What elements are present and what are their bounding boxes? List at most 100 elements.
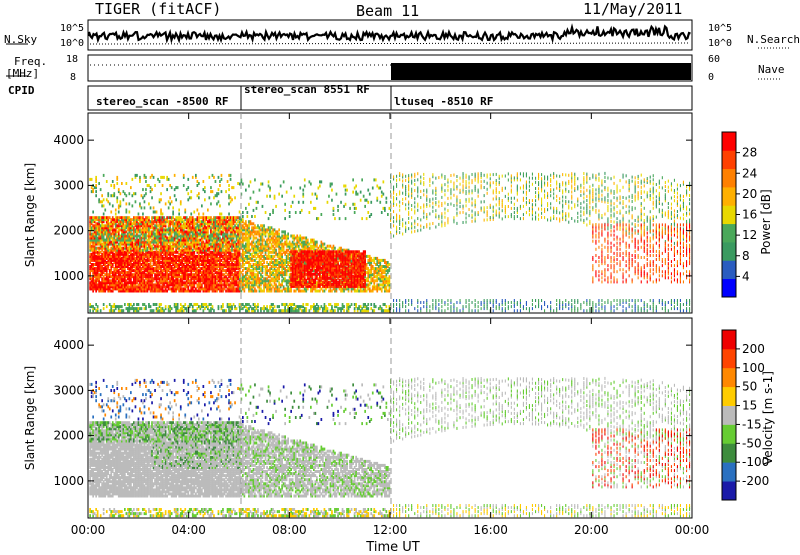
data-cell [225, 190, 227, 193]
data-cell [244, 233, 246, 236]
data-cell [133, 192, 135, 195]
data-cell [253, 259, 255, 262]
data-cell [168, 200, 170, 203]
data-cell [293, 250, 295, 253]
data-cell [91, 233, 93, 236]
data-cell [213, 309, 215, 312]
data-cell [197, 184, 199, 187]
data-cell [207, 253, 209, 256]
data-cell [150, 241, 152, 244]
data-cell [197, 290, 199, 293]
data-cell [228, 184, 230, 187]
data-cell [175, 186, 177, 189]
data-cell [200, 216, 202, 219]
data-cell [116, 216, 118, 219]
data-cell [301, 290, 303, 293]
data-cell [224, 245, 226, 248]
data-cell [250, 220, 252, 223]
cpid-panel [88, 86, 692, 110]
data-cell [104, 273, 106, 276]
data-cell [187, 186, 189, 189]
data-cell [274, 305, 276, 308]
data-cell [116, 182, 118, 185]
data-cell [159, 198, 161, 201]
data-cell [262, 279, 264, 282]
data-cell [236, 307, 238, 310]
data-cell [247, 211, 249, 214]
data-cell [283, 309, 285, 312]
data-cell [287, 285, 289, 288]
data-cell [121, 216, 123, 219]
data-cell [272, 303, 274, 306]
data-cell [126, 271, 128, 274]
data-cell [145, 259, 147, 262]
data-cell [154, 303, 156, 306]
data-cell [260, 233, 262, 236]
data-cell [109, 269, 111, 272]
data-cell [151, 174, 153, 177]
data-cell [106, 198, 108, 201]
data-cell [260, 243, 262, 246]
data-cell [190, 235, 192, 238]
data-cell [142, 196, 144, 199]
data-cell [290, 250, 292, 253]
data-cell [171, 287, 173, 290]
data-cell [299, 187, 301, 190]
data-cell [244, 226, 246, 229]
data-cell [151, 188, 153, 191]
data-cell [221, 263, 223, 266]
data-cell [113, 228, 115, 231]
data-cell [256, 290, 258, 293]
data-cell [180, 249, 182, 252]
data-cell [268, 217, 270, 220]
data-cell [244, 263, 246, 266]
data-cell [198, 216, 200, 219]
data-cell [302, 241, 304, 244]
data-cell [101, 200, 103, 203]
data-cell [254, 259, 256, 262]
data-cell [250, 243, 252, 246]
data-cell [284, 203, 286, 206]
data-cell [251, 226, 253, 229]
data-cell [112, 271, 114, 274]
data-cell [244, 283, 246, 286]
data-cell [118, 216, 120, 219]
data-cell [136, 307, 138, 310]
data-cell [251, 253, 253, 256]
data-cell [204, 307, 206, 310]
data-cell [189, 196, 191, 199]
data-cell [192, 176, 194, 179]
data-cell [234, 287, 236, 290]
data-cell [113, 192, 115, 195]
data-cell [197, 303, 199, 306]
data-cell [183, 220, 185, 223]
data-cell [168, 220, 170, 223]
data-cell [153, 226, 155, 229]
data-cell [275, 283, 277, 286]
data-cell [250, 197, 252, 200]
data-cell [151, 216, 153, 219]
data-cell [290, 235, 292, 238]
data-cell [157, 216, 159, 219]
data-cell [236, 243, 238, 246]
data-cell [281, 235, 283, 238]
data-cell [242, 307, 244, 310]
data-cell [157, 224, 159, 227]
data-cell [169, 202, 171, 205]
data-cell [163, 273, 165, 276]
data-cell [203, 255, 205, 258]
data-cell [168, 257, 170, 260]
data-cell [106, 305, 108, 308]
data-cell [129, 267, 131, 270]
data-cell [110, 233, 112, 236]
data-cell [153, 251, 155, 254]
data-cell [129, 211, 131, 214]
data-cell [268, 309, 270, 312]
data-cell [293, 195, 295, 198]
data-cell [242, 224, 244, 227]
data-cell [190, 226, 192, 229]
data-cell [127, 303, 129, 306]
data-cell [100, 255, 102, 258]
data-cell [139, 216, 141, 219]
data-cell [263, 305, 265, 308]
